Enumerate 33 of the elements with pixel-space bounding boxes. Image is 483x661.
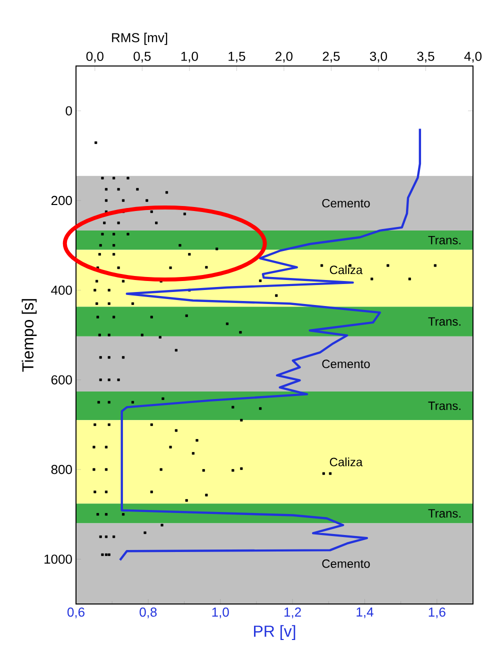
x2-tick-label: 2,0: [276, 52, 292, 62]
x-tick-label: 1,4: [356, 608, 374, 618]
x-tick-label: 1,6: [428, 608, 446, 618]
x-tick-label: 1,0: [212, 608, 229, 618]
band-label: Caliza: [330, 265, 363, 274]
y-tick-label: 600: [51, 375, 72, 384]
y-tick-label: 400: [51, 286, 72, 295]
y-tick-label: 0: [66, 106, 72, 116]
band-label: Trans.: [428, 317, 460, 326]
x2-tick-label: 1,0: [181, 52, 198, 62]
y-axis-title: Tiempo [s]: [22, 299, 37, 372]
x2-axis-title: RMS [mv]: [112, 32, 168, 45]
y-tick-label: 800: [51, 464, 72, 474]
x2-tick-label: 3,5: [417, 52, 434, 62]
x2-tick-label: 4,0: [464, 52, 482, 62]
band-label: Trans.: [428, 402, 460, 410]
band-label: Trans.: [428, 509, 460, 518]
y-tick-label: 1000: [44, 554, 72, 564]
x2-tick-label: 0,5: [134, 52, 151, 62]
x2-tick-label: 0,0: [86, 52, 104, 62]
x-axis-title: PR [v]: [254, 625, 296, 640]
band-label: Cemento: [322, 360, 370, 368]
band-label: Caliza: [330, 457, 363, 466]
x2-tick-label: 1,5: [228, 52, 246, 62]
band-label: Cemento: [322, 559, 370, 568]
x2-tick-label: 3,0: [370, 52, 388, 62]
band-label: Cemento: [322, 198, 370, 208]
y-tick-label: 200: [51, 196, 72, 206]
x-tick-label: 0,8: [140, 608, 157, 618]
x-tick-label: 1,2: [284, 608, 301, 618]
x2-tick-label: 2,5: [322, 52, 340, 62]
band-label: Trans.: [428, 236, 460, 244]
x-tick-label: 0,6: [67, 608, 84, 618]
